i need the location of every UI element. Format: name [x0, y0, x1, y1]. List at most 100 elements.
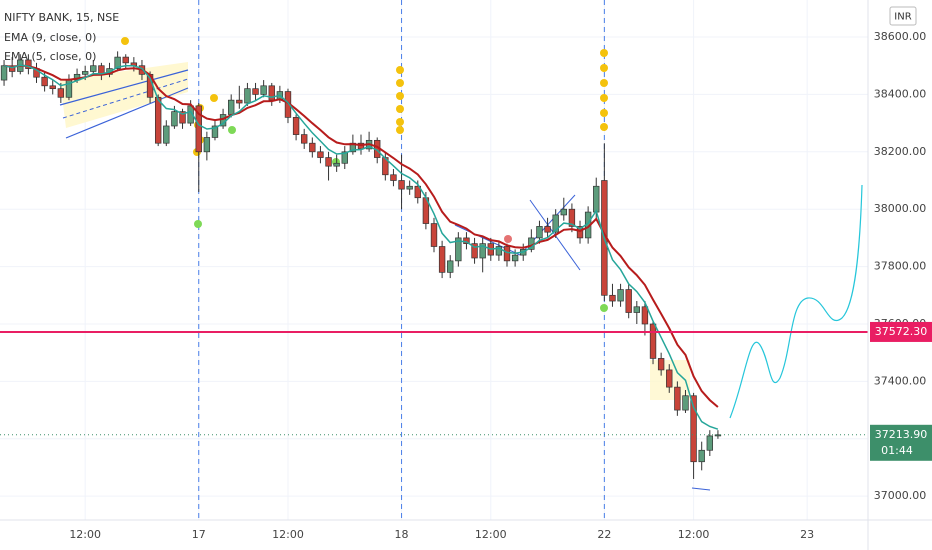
candle-body [617, 289, 624, 302]
candle-body [0, 65, 8, 81]
candle-body [463, 237, 470, 244]
candle-body [560, 208, 567, 216]
candle-body [309, 142, 316, 153]
candle-body [536, 226, 543, 239]
candle-body [252, 88, 259, 95]
candle-body [625, 289, 632, 313]
candle-body [236, 99, 243, 104]
candle-body [682, 395, 689, 411]
trend-line [691, 487, 711, 491]
candle-body [593, 185, 600, 213]
candle-body [633, 306, 640, 313]
ema-line [3, 64, 719, 408]
candle-body [544, 226, 551, 233]
axes: 37000.0037200.0037400.0037600.0037800.00… [69, 30, 932, 541]
candle-body [90, 65, 97, 72]
candle-body [430, 223, 438, 247]
x-tick-label: 22 [597, 528, 611, 541]
candle-body [414, 185, 421, 199]
price-line-label-bg [870, 321, 932, 342]
x-tick-label: 17 [192, 528, 206, 541]
y-tick-label: 37400.00 [874, 374, 927, 387]
y-tick-label: 38200.00 [874, 145, 927, 158]
x-tick-label: 12:00 [69, 528, 101, 541]
candle-body [317, 151, 324, 158]
candle-body [706, 435, 714, 451]
candle-body [333, 162, 340, 167]
candle-body [390, 174, 397, 181]
ema-line [3, 64, 719, 430]
countdown: 01:44 [881, 444, 913, 457]
candle-body [657, 358, 665, 371]
x-tick-label: 23 [800, 528, 814, 541]
candle-body [503, 246, 511, 262]
candle-body [163, 125, 170, 144]
currency: INR [894, 12, 911, 23]
candle-body [8, 65, 16, 72]
candle-body [666, 369, 673, 388]
candle-body [609, 294, 616, 302]
candle-body [122, 56, 129, 64]
candle-body [195, 105, 202, 153]
candle-body [471, 243, 478, 259]
y-tick-label: 38600.00 [874, 30, 927, 43]
candle-body [244, 88, 251, 104]
trend-line [62, 78, 189, 119]
candle-body [406, 185, 413, 190]
signal-dots [194, 126, 608, 312]
candle-body [171, 111, 178, 127]
x-tick-label: 12:00 [475, 528, 507, 541]
candle-body [398, 180, 405, 190]
candle-body [203, 137, 211, 153]
candle-body [568, 208, 576, 227]
candle-body [268, 85, 275, 101]
indicator-label: EMA (5, close, 0) [4, 50, 96, 63]
x-tick-label: 18 [395, 528, 409, 541]
projection-path [729, 184, 863, 419]
candle-body [552, 214, 559, 233]
candle-body [479, 243, 486, 259]
x-tick-label: 12:00 [678, 528, 710, 541]
candle-body [641, 306, 649, 325]
candle-body [81, 71, 89, 75]
y-tick-label: 37800.00 [874, 260, 927, 273]
last-price-label-bg [870, 424, 932, 461]
indicator-label: EMA (9, close, 0) [4, 31, 96, 44]
x-tick-label: 12:00 [272, 528, 304, 541]
candle-body [41, 76, 48, 87]
signal-dot [504, 235, 512, 243]
candle-body [690, 395, 697, 463]
candle-body [228, 99, 235, 115]
y-tick-label: 37000.00 [874, 489, 927, 502]
candle-body [447, 260, 454, 273]
candle-body [49, 85, 56, 90]
candle-body [576, 226, 584, 239]
candle-body [211, 125, 219, 138]
trend-line [59, 69, 189, 106]
candle-body [25, 59, 32, 69]
candle-body [179, 111, 186, 124]
chart-title: NIFTY BANK, 15, NSE [4, 11, 119, 24]
candle-body [292, 117, 300, 135]
candle-body [511, 254, 519, 262]
candle-body [114, 56, 121, 69]
y-tick-label: 38400.00 [874, 87, 927, 100]
candle-body [674, 386, 681, 411]
candle-body [495, 246, 503, 256]
candle-body [438, 246, 446, 273]
candle-body [341, 151, 348, 164]
candle-body [260, 85, 267, 95]
candle-body [455, 237, 462, 262]
price-line-label: 37572.30 [875, 325, 928, 338]
y-tick-label: 38000.00 [874, 202, 927, 215]
candle-body [154, 96, 162, 144]
candle-body [714, 434, 722, 437]
last-price-label: 37213.90 [875, 428, 928, 441]
candle-body [698, 449, 705, 463]
currency-box [889, 6, 917, 26]
candle-body [325, 157, 332, 167]
candle-body [57, 88, 65, 98]
candle-body [301, 134, 308, 144]
plot [0, 51, 868, 479]
